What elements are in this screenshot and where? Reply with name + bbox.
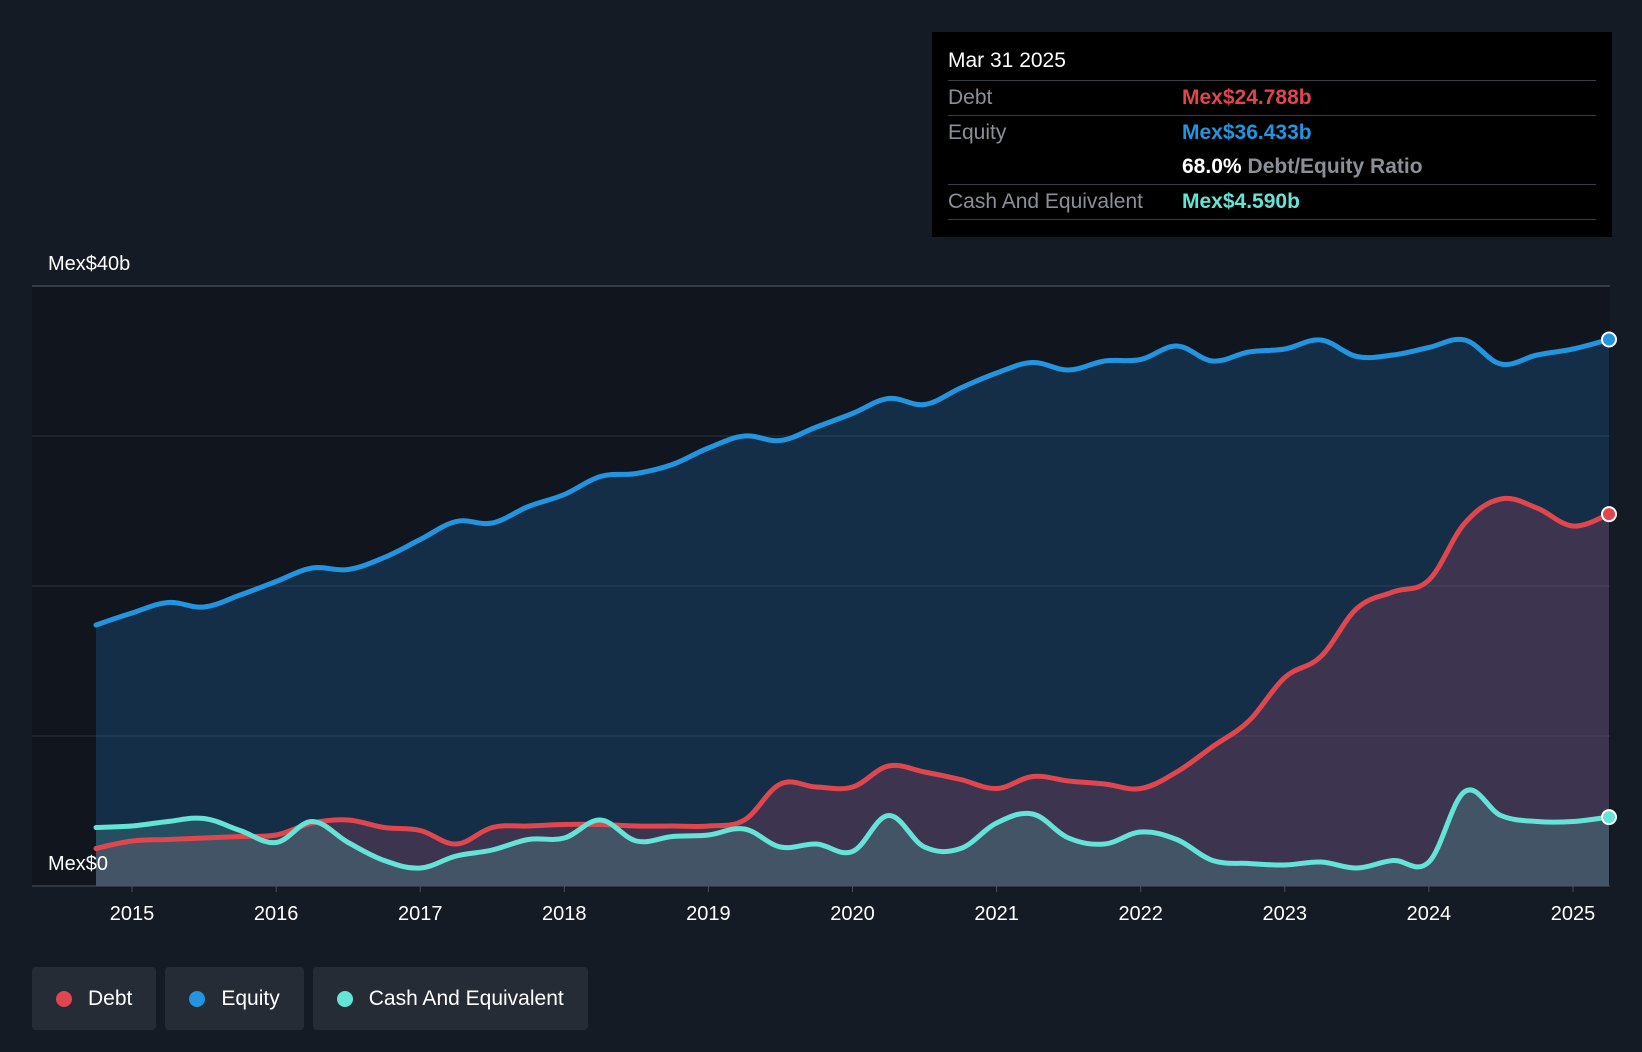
tooltip-panel: Mar 31 2025 Debt Mex$24.788b Equity Mex$… xyxy=(932,32,1612,237)
cash-and-equivalent-endpoint[interactable] xyxy=(1601,809,1617,826)
legend-item-equity[interactable]: Equity xyxy=(165,967,304,1030)
tooltip-date: Mar 31 2025 xyxy=(948,46,1596,81)
tooltip-cash-label: Cash And Equivalent xyxy=(948,190,1143,213)
debt-line xyxy=(93,495,1612,851)
equity-line xyxy=(93,336,1612,628)
x-tick-label: 2022 xyxy=(1118,903,1163,925)
legend-item-debt[interactable]: Debt xyxy=(32,967,157,1030)
x-tick-label: 2019 xyxy=(686,903,731,925)
x-tick-label: 2018 xyxy=(542,903,587,925)
tooltip-debt-value: Mex$24.788b xyxy=(1182,86,1312,109)
equity-endpoint[interactable] xyxy=(1601,331,1617,348)
legend-label-cash: Cash And Equivalent xyxy=(368,986,564,1010)
tooltip-equity-label: Equity xyxy=(948,121,1007,144)
debt-area xyxy=(96,498,1609,886)
tooltip-debt-row: Debt Mex$24.788b xyxy=(948,81,1596,116)
tooltip-cash-row: Cash And Equivalent Mex$4.590b xyxy=(948,185,1596,220)
legend-label-debt: Debt xyxy=(88,986,133,1010)
tooltip-ratio-value: 68.0% xyxy=(1182,155,1242,178)
legend: Debt Equity Cash And Equivalent xyxy=(32,967,588,1030)
x-tick-label: 2025 xyxy=(1551,903,1596,925)
y-axis-top-label: Mex$40b xyxy=(48,253,130,275)
tooltip-ratio-row: 68.0% Debt/Equity Ratio xyxy=(948,150,1596,185)
tooltip-ratio-label: Debt/Equity Ratio xyxy=(1247,155,1423,178)
cash-and-equivalent-line xyxy=(93,787,1612,871)
y-axis-bottom-label: Mex$0 xyxy=(48,853,108,875)
x-tick-label: 2021 xyxy=(974,903,1019,925)
tooltip-equity-value: Mex$36.433b xyxy=(1182,121,1312,144)
debt-endpoint[interactable] xyxy=(1601,506,1617,523)
legend-label-equity: Equity xyxy=(221,986,280,1010)
x-tick-label: 2024 xyxy=(1407,903,1452,925)
x-tick-label: 2023 xyxy=(1263,903,1308,925)
equity-dot-icon xyxy=(189,990,206,1007)
legend-item-cash[interactable]: Cash And Equivalent xyxy=(312,967,588,1030)
x-tick-label: 2016 xyxy=(254,903,299,925)
debt-dot-icon xyxy=(56,990,72,1007)
tooltip-equity-row: Equity Mex$36.433b xyxy=(948,116,1596,150)
x-tick-label: 2015 xyxy=(110,903,155,925)
x-tick-label: 2017 xyxy=(398,903,443,925)
equity-area xyxy=(96,339,1609,886)
cash-dot-icon xyxy=(336,990,353,1007)
tooltip-debt-label: Debt xyxy=(948,86,993,109)
x-tick-label: 2020 xyxy=(830,903,875,925)
cash-and-equivalent-area xyxy=(96,789,1609,886)
tooltip-cash-value: Mex$4.590b xyxy=(1182,190,1300,213)
